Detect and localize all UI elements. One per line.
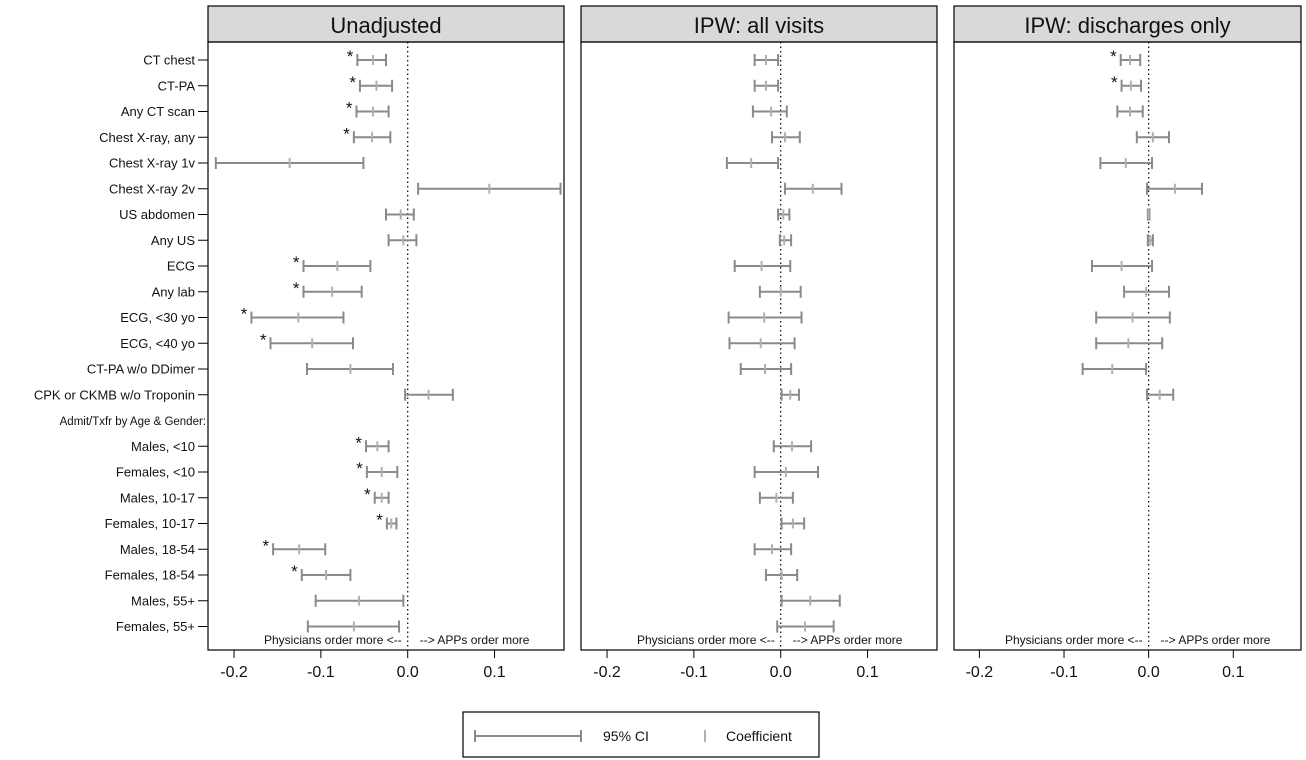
panel-title: Unadjusted (330, 13, 441, 38)
x-tick-label: -0.1 (307, 664, 335, 681)
row-label: Females, 18-54 (105, 568, 195, 583)
row-label: Any CT scan (121, 104, 195, 119)
legend-label: 95% CI (603, 728, 649, 744)
significance-star: * (355, 433, 362, 452)
row-label: CT-PA (158, 78, 196, 93)
significance-star: * (262, 536, 269, 555)
panel-title: IPW: discharges only (1024, 13, 1230, 38)
row-label: US abdomen (119, 207, 195, 222)
significance-star: * (356, 459, 363, 478)
x-tick-label: 0.0 (397, 664, 419, 681)
significance-star: * (376, 511, 383, 530)
x-tick-label: -0.1 (1050, 664, 1078, 681)
significance-star: * (293, 279, 300, 298)
x-tick-label: -0.2 (966, 664, 994, 681)
x-tick-label: 0.1 (483, 664, 505, 681)
significance-star: * (347, 47, 354, 66)
legend-label: Coefficient (726, 728, 792, 744)
significance-star: * (260, 330, 267, 349)
row-label: CT chest (143, 53, 195, 68)
row-label: Chest X-ray 1v (109, 156, 195, 171)
significance-star: * (349, 73, 356, 92)
significance-star: * (346, 99, 353, 118)
row-label: ECG, <40 yo (120, 336, 195, 351)
row-label: Females, 10-17 (105, 516, 195, 531)
x-tick-label: 0.0 (1138, 664, 1160, 681)
direction-note-left: Physicians order more <-- (637, 633, 775, 647)
x-tick-label: 0.0 (770, 664, 792, 681)
row-label: Chest X-ray 2v (109, 181, 195, 196)
direction-note-right: --> APPs order more (1161, 633, 1271, 647)
x-tick-label: 0.1 (856, 664, 878, 681)
row-label: Any US (151, 233, 195, 248)
row-label: ECG, <30 yo (120, 310, 195, 325)
row-label: Any lab (152, 284, 195, 299)
row-label: Chest X-ray, any (99, 130, 195, 145)
panel-frame (581, 42, 937, 650)
significance-star: * (241, 305, 248, 324)
x-tick-label: 0.1 (1222, 664, 1244, 681)
significance-star: * (1110, 47, 1117, 66)
row-label: Males, <10 (131, 439, 195, 454)
row-label: Males, 18-54 (120, 542, 195, 557)
significance-star: * (343, 124, 350, 143)
significance-star: * (1111, 73, 1118, 92)
direction-note-right: --> APPs order more (420, 633, 530, 647)
x-tick-label: -0.2 (220, 664, 248, 681)
significance-star: * (291, 562, 298, 581)
direction-note-right: --> APPs order more (793, 633, 903, 647)
row-label: Males, 10-17 (120, 490, 195, 505)
section-header-label: Admit/Txfr by Age & Gender: (60, 416, 206, 428)
panel-title: IPW: all visits (694, 13, 824, 38)
x-tick-label: -0.2 (593, 664, 621, 681)
direction-note-left: Physicians order more <-- (1005, 633, 1143, 647)
significance-star: * (364, 485, 371, 504)
row-label: ECG (167, 259, 195, 274)
row-label: Males, 55+ (131, 593, 195, 608)
significance-star: * (293, 253, 300, 272)
direction-note-left: Physicians order more <-- (264, 633, 402, 647)
row-label: Females, 55+ (116, 619, 195, 634)
row-label: CT-PA w/o DDimer (87, 362, 196, 377)
row-label: Females, <10 (116, 465, 195, 480)
x-tick-label: -0.1 (680, 664, 708, 681)
row-label: CPK or CKMB w/o Troponin (34, 387, 195, 402)
